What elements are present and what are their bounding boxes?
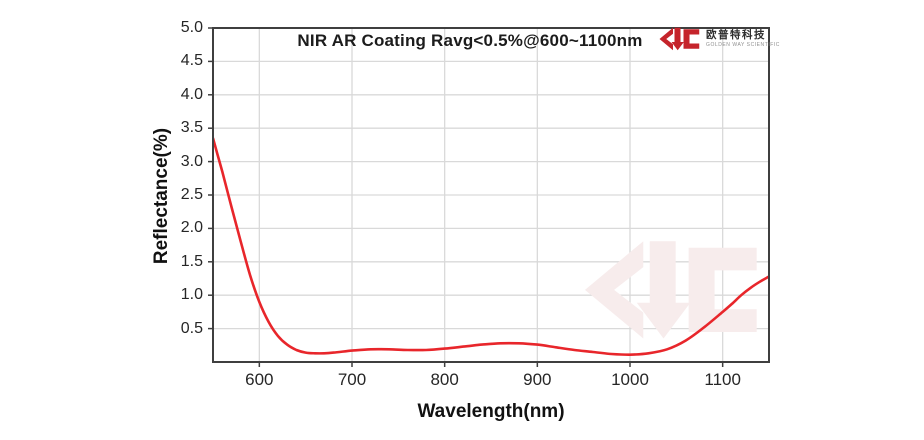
company-subtitle: GOLDEN WAY SCIENTIFIC (706, 41, 780, 48)
x-tick-label: 1000 (611, 370, 649, 389)
chart-title: NIR AR Coating Ravg<0.5%@600~1100nm (297, 31, 643, 50)
y-tick-label: 2.5 (180, 186, 203, 203)
y-tick-label: 1.5 (180, 252, 203, 270)
y-tick-label: 2.0 (180, 219, 203, 237)
watermark-logo (584, 241, 757, 339)
company-logo-icon (659, 27, 700, 51)
company-name: 欧普特科技 (706, 28, 766, 41)
y-tick-label: 1.0 (180, 286, 203, 304)
company-logo: 欧普特科技 GOLDEN WAY SCIENTIFIC (656, 27, 780, 51)
y-tick-label: 3.0 (180, 152, 203, 170)
x-tick-label: 700 (337, 370, 367, 389)
plot-border (212, 27, 770, 363)
x-tick-label: 900 (523, 370, 552, 389)
y-tick-label: 5.0 (180, 19, 203, 36)
x-tick-label: 600 (245, 370, 274, 389)
y-tick-label: 4.0 (180, 85, 203, 103)
y-tick-label: 3.5 (180, 119, 203, 137)
x-tick-label: 800 (430, 370, 459, 389)
reflectance-curve (213, 136, 769, 357)
x-axis-title: Wavelength(nm) (417, 401, 565, 422)
x-tick-label: 1100 (704, 370, 741, 389)
y-tick-label: 0.5 (180, 319, 203, 337)
y-tick-label: 4.5 (180, 52, 203, 70)
